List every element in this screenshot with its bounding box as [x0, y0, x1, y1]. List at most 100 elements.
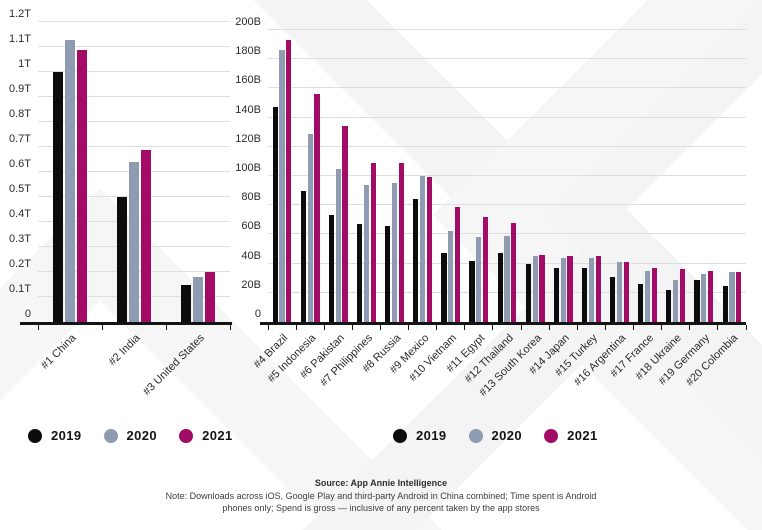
chart-markets-4-to-20: 0 20B 40B 60B 80B 100B 120B 140B 160B 180B 200B #4 …: [235, 0, 758, 425]
bar-2021: [314, 94, 320, 322]
bar-2020: [65, 39, 75, 322]
bar-2019: [553, 267, 560, 322]
bar-2021: [398, 162, 404, 322]
y-axis-label: 0.6T: [8, 158, 31, 170]
gridline: [38, 71, 230, 72]
bar-2019: [300, 190, 306, 322]
legend-dot: [28, 428, 42, 443]
axis-tick: [37, 325, 39, 330]
bar-2020: [532, 256, 538, 322]
axis-tick: [295, 325, 297, 330]
legend-item: 2021: [544, 428, 598, 443]
gridline: [268, 116, 746, 118]
gridline: [38, 146, 230, 147]
bar-2019: [413, 199, 419, 322]
bar-2021: [454, 206, 461, 322]
axis-tick: [323, 325, 325, 330]
y-axis-label: 0.4T: [8, 208, 31, 220]
legend-dot: [103, 428, 118, 443]
bar-2020: [673, 279, 679, 322]
bar-2019: [666, 289, 672, 322]
bar-2019: [722, 285, 728, 322]
bar-2019: [181, 284, 191, 322]
y-axis-label: 1.2T: [8, 8, 31, 20]
axis-tick: [229, 325, 231, 330]
legend-label: 2021: [567, 428, 598, 443]
bar-2021: [342, 126, 348, 322]
plot-area-4-to-20: 0 20B 40B 60B 80B 100B 120B 140B 160B 180B 200B #4 …: [235, 16, 747, 399]
legend-item: 2019: [28, 428, 82, 443]
y-axis-label: 60B: [241, 220, 261, 233]
note-line-1: Note: Downloads across iOS, Google Play …: [165, 490, 597, 501]
bar-2021: [77, 49, 87, 322]
gridline: [268, 145, 746, 147]
y-axis-label: 200B: [235, 16, 261, 28]
y-axis-label: 120B: [235, 132, 261, 145]
y-axis-label: 1T: [18, 58, 31, 70]
bar-2021: [623, 262, 629, 322]
bar-2021: [426, 177, 433, 322]
y-axis-label: 0: [254, 308, 261, 320]
bar-2019: [469, 260, 475, 322]
legend-label: 2020: [126, 428, 158, 443]
bar-2020: [644, 270, 651, 322]
bar-2020: [448, 231, 454, 322]
gridline: [268, 175, 746, 176]
y-axis-label: 100B: [235, 162, 261, 174]
gridline: [268, 87, 746, 89]
axis-tick: [717, 325, 719, 330]
source-text: Source: App Annie Intelligence: [314, 478, 448, 488]
legend-dot: [544, 428, 559, 443]
bar-2020: [193, 277, 203, 322]
bar-2021: [708, 270, 714, 322]
y-axis-label: 0.8T: [8, 108, 31, 120]
axis-tick: [745, 325, 747, 330]
y-axis-label: 0.2T: [8, 258, 31, 270]
bar-2019: [117, 197, 127, 322]
y-axis-label: 1.1T: [8, 33, 31, 45]
axis-tick: [351, 325, 353, 330]
footer: Source: App Annie Intelligence Note: Dow…: [0, 477, 762, 515]
legend-left: 2019 2020 2021: [28, 428, 233, 443]
bar-2019: [357, 224, 363, 322]
y-axis-label: 160B: [235, 74, 261, 87]
bar-2021: [679, 269, 686, 322]
bar-2021: [370, 162, 376, 322]
bar-2019: [497, 253, 503, 322]
y-axis-label: 0.7T: [8, 133, 31, 145]
bar-2021: [595, 256, 601, 322]
x-axis-label: #2 India: [106, 332, 143, 369]
bar-2021: [286, 40, 292, 322]
axis-tick: [548, 325, 550, 330]
axis-tick: [689, 325, 691, 330]
bar-2019: [694, 279, 700, 322]
bar-2019: [581, 267, 588, 322]
axis-tick: [492, 325, 494, 330]
gridline: [268, 204, 746, 206]
bar-2020: [335, 168, 341, 322]
legend-dot: [179, 428, 194, 443]
bar-2020: [560, 257, 566, 322]
legend-item: 2020: [468, 428, 523, 443]
axis-tick: [379, 325, 381, 330]
axis-tick: [165, 325, 167, 330]
bar-2021: [205, 272, 215, 322]
y-axis-label: 180B: [235, 45, 261, 58]
bar-2019: [385, 225, 391, 322]
bar-2021: [651, 267, 657, 322]
axis-tick: [101, 325, 103, 330]
legend-item: 2019: [393, 428, 447, 443]
gridline: [38, 96, 230, 97]
legend-right: 2019 2020 2021: [393, 428, 598, 443]
bar-2021: [483, 216, 489, 322]
bar-2020: [729, 272, 735, 322]
gridline: [38, 46, 230, 47]
bar-2019: [610, 276, 616, 322]
gridline: [38, 121, 230, 122]
x-axis-label: #3 United States: [140, 332, 207, 399]
x-axis-label: #20 Colombia: [683, 332, 741, 389]
bar-2019: [328, 215, 335, 322]
legend-label: 2019: [51, 428, 82, 443]
legend-label: 2019: [416, 428, 447, 443]
bar-2019: [53, 72, 63, 322]
